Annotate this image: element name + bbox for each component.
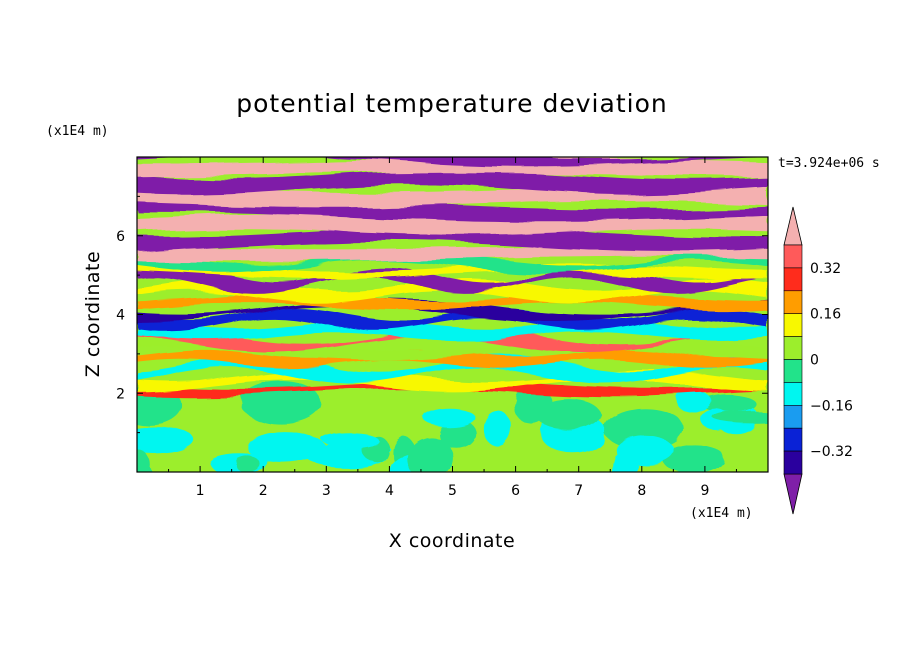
x-tick-label: 6 — [511, 483, 520, 499]
colorbar-bin — [783, 267, 803, 292]
field-blob — [676, 392, 713, 412]
band-blue — [137, 308, 768, 331]
chart-title: potential temperature deviation — [236, 89, 667, 118]
colorbar-label: 0.16 — [810, 307, 841, 323]
band-cyan — [137, 253, 768, 274]
y-tick-label: 2 — [116, 386, 125, 402]
colorbar-extend-high — [783, 206, 803, 246]
x-axis-label: X coordinate — [389, 530, 515, 552]
x-tick-label: 3 — [322, 483, 331, 499]
field-blob — [700, 394, 757, 413]
field-blob — [235, 456, 261, 472]
colorbar: 0.32 0.16 0 −0.16 −0.32 — [783, 206, 853, 515]
band-red — [137, 328, 768, 352]
band-green — [137, 338, 768, 360]
band-orange — [137, 349, 768, 368]
colorbar-extend-low — [783, 473, 803, 515]
field-blob — [137, 426, 195, 454]
y-axis-label: Z coordinate — [82, 251, 104, 377]
x-axis: 1 2 3 4 5 6 7 8 9 — [168, 157, 737, 499]
band-upper — [137, 169, 768, 195]
colorbar-bin — [783, 290, 803, 314]
field-blob — [406, 436, 454, 472]
field-blob — [321, 432, 378, 447]
field-blob — [421, 406, 474, 426]
colorbar-bin — [783, 450, 803, 475]
band-navy — [137, 298, 768, 323]
time-label: t=3.924e+06 s — [778, 156, 880, 171]
field-blob — [536, 398, 601, 431]
field-blob — [137, 450, 151, 472]
y-axis: 2 4 6 — [116, 195, 768, 434]
colorbar-label: −0.32 — [810, 444, 853, 460]
x-tick-label: 9 — [700, 483, 709, 499]
x-tick-label: 5 — [448, 483, 457, 499]
field-blob — [662, 443, 725, 472]
field-blob — [482, 410, 511, 446]
x-tick-label: 2 — [259, 483, 268, 499]
y-tick-label: 4 — [116, 308, 125, 324]
colorbar-bin — [783, 359, 803, 383]
colorbar-bin — [783, 382, 803, 406]
colorbar-label: 0 — [810, 353, 819, 369]
field-layers — [137, 157, 768, 472]
colorbar-bin — [783, 336, 803, 360]
y-tick-label: 6 — [116, 229, 125, 245]
x-tick-label: 7 — [574, 483, 583, 499]
colorbar-bin — [783, 244, 803, 269]
x-unit-label: (x1E4 m) — [690, 506, 753, 521]
field-blob — [440, 422, 464, 441]
y-unit-label: (x1E4 m) — [46, 124, 109, 139]
colorbar-bin — [783, 404, 803, 429]
colorbar-bin — [783, 427, 803, 452]
x-tick-label: 8 — [637, 483, 646, 499]
contour-field — [137, 157, 768, 472]
field-blob — [713, 411, 768, 425]
colorbar-label: −0.16 — [810, 398, 853, 414]
colorbar-label: 0.32 — [810, 261, 841, 277]
x-tick-label: 1 — [196, 483, 205, 499]
band-upper — [137, 227, 768, 252]
field-blob — [616, 436, 675, 465]
field-blob — [294, 438, 327, 458]
colorbar-bin — [783, 313, 803, 337]
field-blob — [240, 381, 321, 424]
x-tick-label: 4 — [385, 483, 394, 499]
field-blob — [603, 406, 684, 450]
